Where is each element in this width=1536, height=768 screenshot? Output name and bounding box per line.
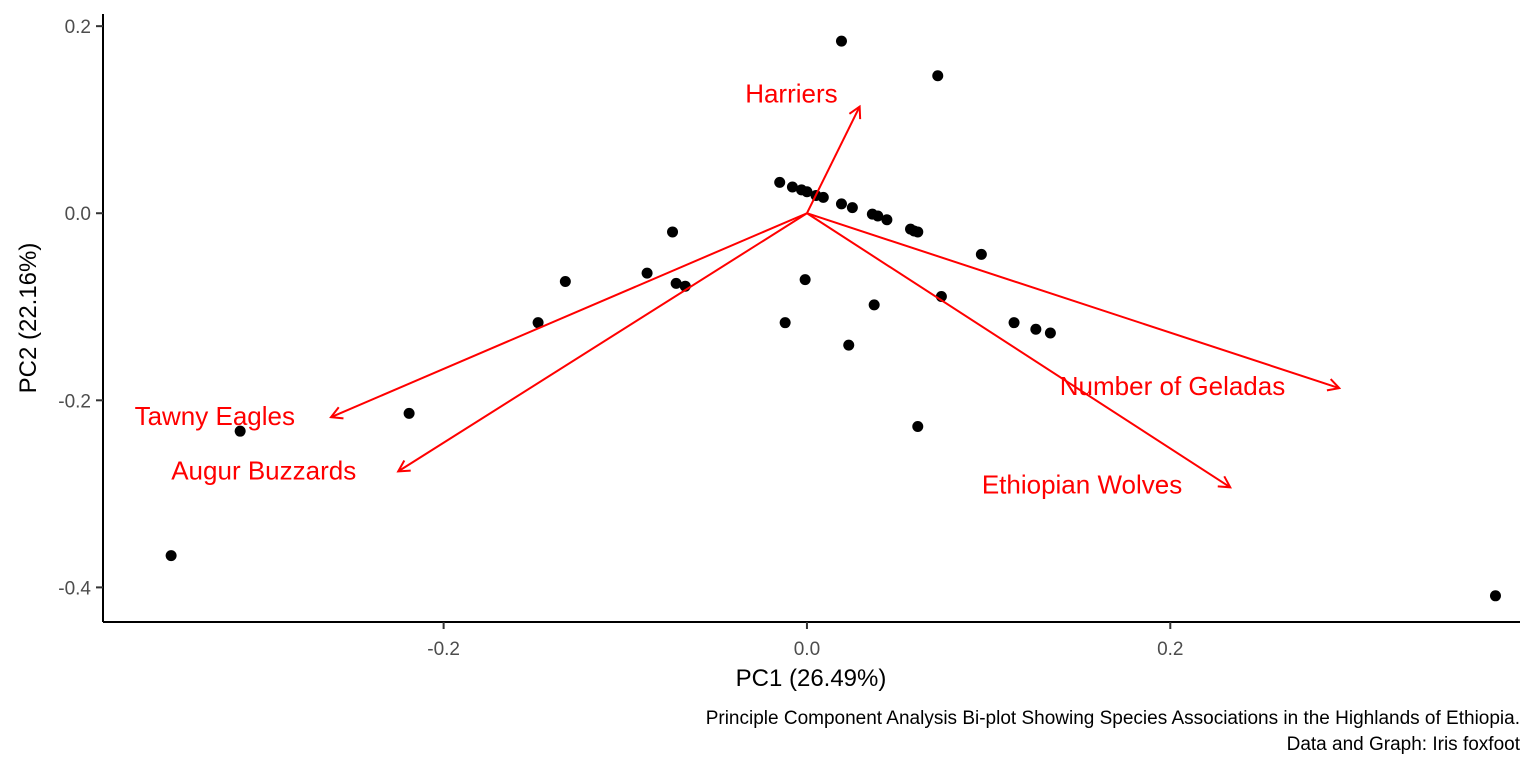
data-point-33 bbox=[912, 421, 924, 433]
caption-line-1: Principle Component Analysis Bi-plot Sho… bbox=[706, 708, 1520, 729]
vector-label-3: Number of Geladas bbox=[1060, 371, 1285, 401]
data-point-17 bbox=[667, 226, 679, 238]
y-axis-ticks: 0.2 0.0 -0.2 -0.4 bbox=[58, 17, 103, 599]
vector-label-2: Augur Buzzards bbox=[171, 455, 356, 485]
vector-label-4: Ethiopian Wolves bbox=[982, 469, 1182, 499]
data-point-15 bbox=[912, 226, 924, 238]
data-point-24 bbox=[868, 299, 880, 311]
data-point-3 bbox=[786, 181, 798, 193]
data-point-28 bbox=[1030, 323, 1042, 335]
y-tick-label-2: -0.2 bbox=[58, 391, 91, 412]
data-point-9 bbox=[846, 202, 858, 214]
data-point-27 bbox=[1008, 317, 1020, 329]
y-axis-title: PC2 (22.16%) bbox=[15, 243, 42, 394]
data-point-18 bbox=[641, 267, 653, 279]
data-point-34 bbox=[165, 550, 177, 562]
data-point-30 bbox=[843, 339, 855, 351]
x-axis-title: PC1 (26.49%) bbox=[736, 665, 887, 692]
vector-arrow-3 bbox=[806, 212, 1339, 388]
vector-arrow-4 bbox=[806, 212, 1230, 487]
vector-label-1: Tawny Eagles bbox=[135, 401, 295, 431]
x-axis-ticks: -0.2 0.0 0.2 bbox=[427, 622, 1184, 660]
vector-arrow-0 bbox=[806, 107, 860, 214]
data-point-11 bbox=[872, 210, 884, 222]
caption-line-2: Data and Graph: Iris foxfoot bbox=[1287, 734, 1521, 755]
data-point-1 bbox=[932, 70, 944, 82]
data-point-12 bbox=[881, 214, 893, 226]
data-point-19 bbox=[559, 276, 571, 288]
data-point-20 bbox=[670, 277, 682, 289]
x-tick-label-0: -0.2 bbox=[427, 639, 460, 660]
data-point-7 bbox=[817, 191, 829, 203]
data-point-22 bbox=[799, 274, 811, 286]
vector-label-0: Harriers bbox=[745, 79, 837, 109]
y-tick-label-0: 0.2 bbox=[65, 17, 91, 38]
score-points bbox=[165, 35, 1501, 602]
data-point-32 bbox=[234, 425, 246, 437]
loading-vectors: Harriers Tawny Eagles Augur Buzzards Number… bbox=[135, 79, 1340, 499]
data-point-29 bbox=[1044, 327, 1056, 339]
y-tick-label-3: -0.4 bbox=[58, 578, 91, 599]
data-point-8 bbox=[835, 198, 847, 210]
data-point-5 bbox=[801, 186, 813, 198]
data-point-25 bbox=[532, 317, 544, 329]
vector-arrow-1 bbox=[331, 212, 808, 417]
vector-arrow-2 bbox=[398, 212, 808, 471]
y-tick-label-1: 0.0 bbox=[65, 204, 91, 225]
data-point-16 bbox=[975, 248, 987, 260]
data-point-26 bbox=[779, 317, 791, 329]
x-tick-label-2: 0.2 bbox=[1157, 639, 1183, 660]
data-point-31 bbox=[403, 407, 415, 419]
x-tick-label-1: 0.0 bbox=[794, 639, 820, 660]
data-point-0 bbox=[835, 35, 847, 47]
data-point-35 bbox=[1489, 590, 1501, 602]
data-point-2 bbox=[774, 176, 786, 188]
